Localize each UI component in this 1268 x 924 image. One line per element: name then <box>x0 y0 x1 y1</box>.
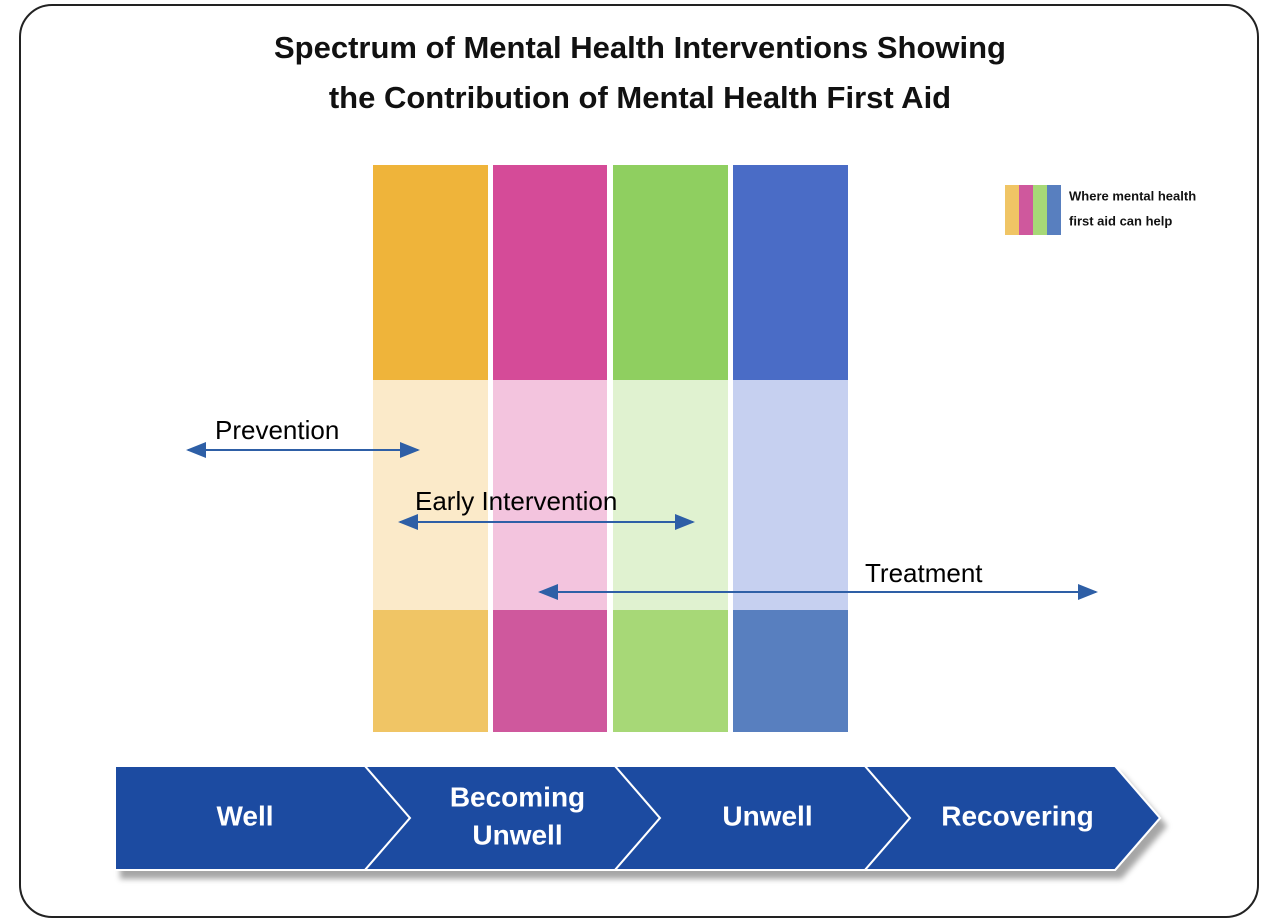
solid-band <box>733 610 848 732</box>
title-line: the Contribution of Mental Health First … <box>329 80 951 115</box>
intervention-label: Prevention <box>215 415 339 445</box>
stage-label: Recovering <box>941 800 1094 831</box>
tint-band <box>733 380 848 610</box>
gap <box>488 165 493 732</box>
stage-label: Unwell <box>722 800 812 831</box>
photo-band <box>493 165 607 380</box>
stage-label: Unwell <box>472 819 562 850</box>
stage-label: Becoming <box>450 781 585 812</box>
photo-band <box>733 165 848 380</box>
title-line: Spectrum of Mental Health Interventions … <box>274 30 1006 65</box>
stage-label: Well <box>216 800 273 831</box>
legend-swatch <box>1047 185 1061 235</box>
legend-text: Where mental health <box>1069 188 1196 203</box>
solid-band <box>493 610 607 732</box>
tint-band <box>613 380 728 610</box>
legend-swatch <box>1033 185 1047 235</box>
photo-band <box>613 165 728 380</box>
intervention-label: Treatment <box>865 558 983 588</box>
legend-swatch <box>1005 185 1019 235</box>
legend-swatch <box>1019 185 1033 235</box>
intervention-label: Early Intervention <box>415 486 617 516</box>
photo-band <box>373 165 488 380</box>
solid-band <box>373 610 488 732</box>
page: Spectrum of Mental Health Interventions … <box>0 0 1268 924</box>
legend-text: first aid can help <box>1069 213 1172 228</box>
solid-band <box>613 610 728 732</box>
